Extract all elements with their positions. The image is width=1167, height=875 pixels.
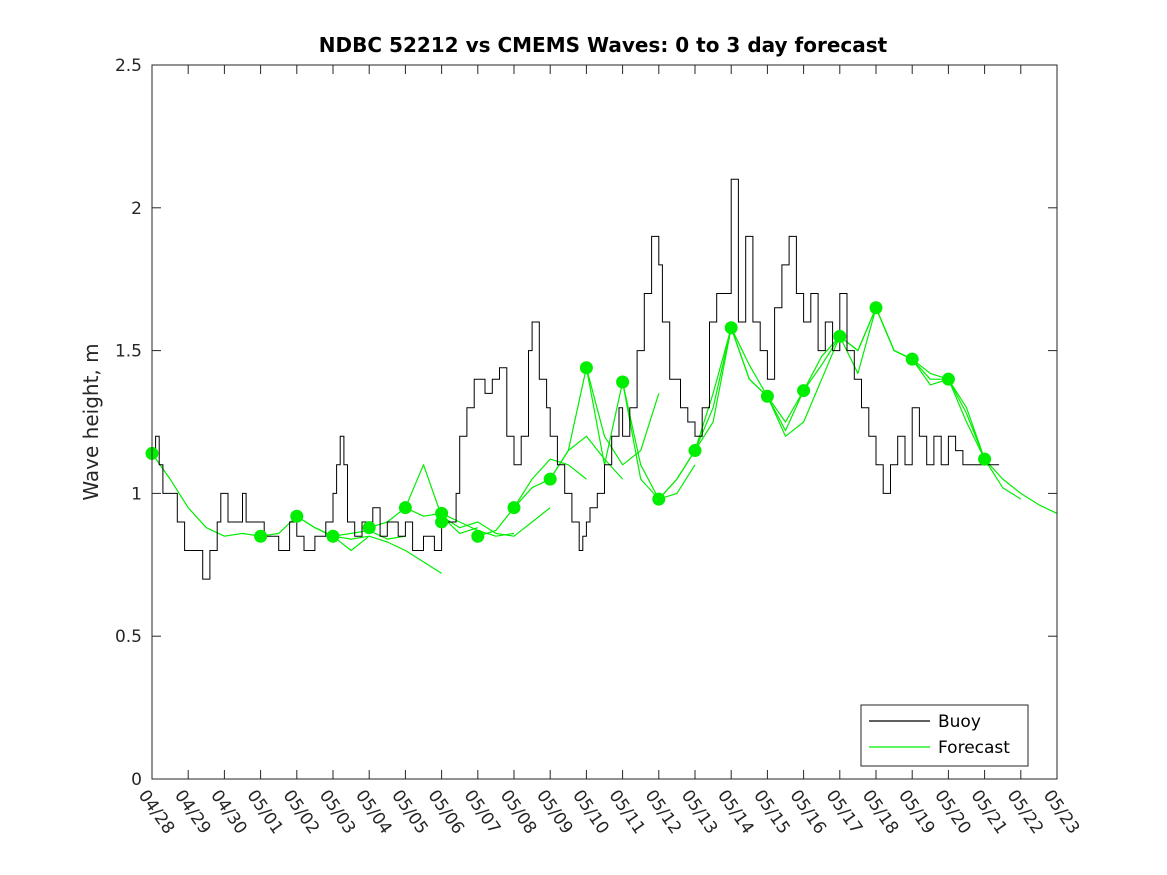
legend: Buoy Forecast (860, 704, 1029, 767)
forecast-analysis-point (290, 509, 304, 523)
forecast-analysis-point (724, 321, 738, 335)
forecast-analysis-points (145, 301, 992, 543)
forecast-analysis-point (398, 501, 412, 515)
forecast-run-line (549, 367, 660, 480)
forecast-analysis-point (905, 352, 919, 366)
forecast-analysis-point (507, 501, 521, 515)
forecast-analysis-point (978, 452, 992, 466)
forecast-run-line (947, 378, 1058, 514)
forecast-analysis-point (652, 492, 666, 506)
y-tick-label: 2 (131, 199, 142, 219)
forecast-analysis-point (254, 529, 268, 543)
forecast-analysis-point (362, 521, 376, 535)
forecast-series (151, 307, 1058, 574)
forecast-analysis-point (869, 301, 883, 315)
forecast-run-line (694, 327, 805, 451)
forecast-analysis-point (833, 329, 847, 343)
forecast-analysis-point (760, 389, 774, 403)
forecast-run-line (911, 358, 1022, 500)
y-tick-label: 0.5 (115, 627, 142, 647)
forecast-run-line (441, 507, 551, 537)
legend-box (860, 704, 1029, 767)
forecast-run-line (151, 453, 261, 537)
forecast-run-line (730, 327, 841, 437)
y-tick-label: 0 (131, 770, 142, 790)
y-axis-label: Wave height, m (79, 343, 103, 500)
forecast-run-line (296, 515, 406, 540)
chart-title: NDBC 52212 vs CMEMS Waves: 0 to 3 day fo… (319, 33, 888, 57)
forecast-analysis-point (543, 472, 557, 486)
plot-frame (151, 64, 1058, 780)
forecast-analysis-point (797, 384, 811, 398)
y-tick-label: 1.5 (115, 342, 142, 362)
plot-area (152, 65, 1057, 779)
forecast-analysis-point (326, 529, 340, 543)
forecast-run-line (405, 507, 515, 537)
forecast-run-line (477, 458, 587, 537)
forecast-run-line (875, 307, 986, 460)
y-tick-labels: 0 0.5 1 1.5 2 2.5 (115, 56, 142, 790)
y-tick-label: 2.5 (115, 56, 142, 76)
forecast-analysis-point (579, 361, 593, 375)
forecast-analysis-point (435, 515, 449, 529)
forecast-run-line (332, 535, 442, 574)
legend-buoy-label: Buoy (938, 712, 981, 732)
forecast-analysis-point (941, 372, 955, 386)
y-tick-label: 1 (131, 484, 142, 504)
legend-forecast-label: Forecast (938, 738, 1010, 758)
forecast-analysis-point (688, 444, 702, 458)
forecast-analysis-point (616, 375, 630, 389)
forecast-analysis-point (471, 529, 485, 543)
